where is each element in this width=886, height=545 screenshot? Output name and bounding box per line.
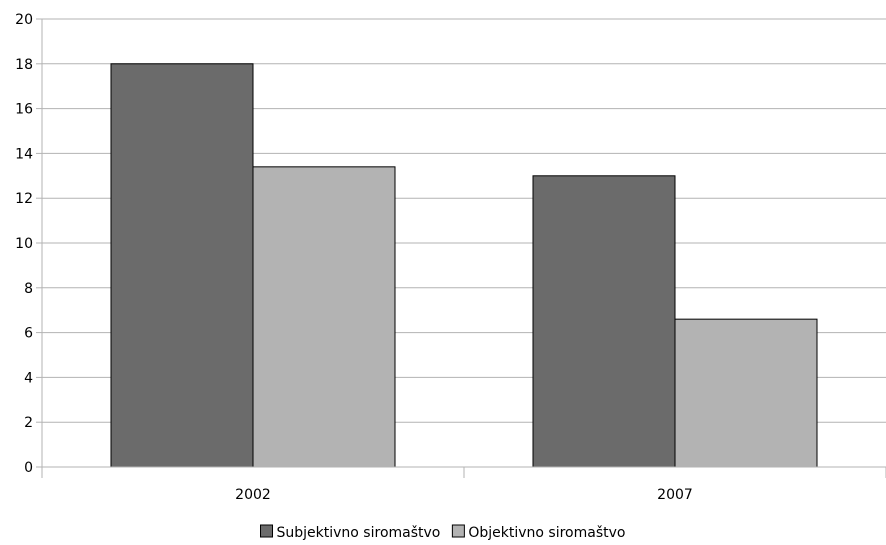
axes: [36, 18, 886, 478]
bar-objektivno-2007: [674, 318, 818, 468]
legend-swatch: [260, 524, 274, 538]
bar-subjektivno-2002: [110, 63, 254, 468]
x-tick-label: 2007: [657, 487, 693, 503]
y-tick-label: 10: [15, 236, 33, 252]
bars: [110, 63, 818, 468]
y-tick-label: 2: [24, 415, 33, 431]
y-tick-label: 6: [24, 326, 33, 342]
bar-objektivno-2002: [252, 166, 396, 468]
y-tick-label: 8: [24, 281, 33, 297]
y-tick-label: 18: [15, 57, 33, 73]
y-tick-label: 14: [15, 146, 33, 162]
y-tick-label: 12: [15, 191, 33, 207]
legend: Subjektivno siromaštvo Objektivno siromaš…: [260, 524, 625, 541]
y-tick-label: 0: [24, 460, 33, 476]
y-tick-label: 4: [24, 370, 33, 386]
legend-swatch: [451, 524, 465, 538]
tick-labels: 0 2 4 6 8 10 12 14 16 18 20 2002 2007: [15, 12, 693, 503]
y-tick-label: 20: [15, 12, 33, 28]
x-tick-label: 2002: [235, 487, 271, 503]
legend-label: Subjektivno siromaštvo: [277, 525, 441, 541]
y-tick-label: 16: [15, 102, 33, 118]
bar-subjektivno-2007: [532, 175, 676, 468]
legend-label: Objektivno siromaštvo: [468, 525, 625, 541]
